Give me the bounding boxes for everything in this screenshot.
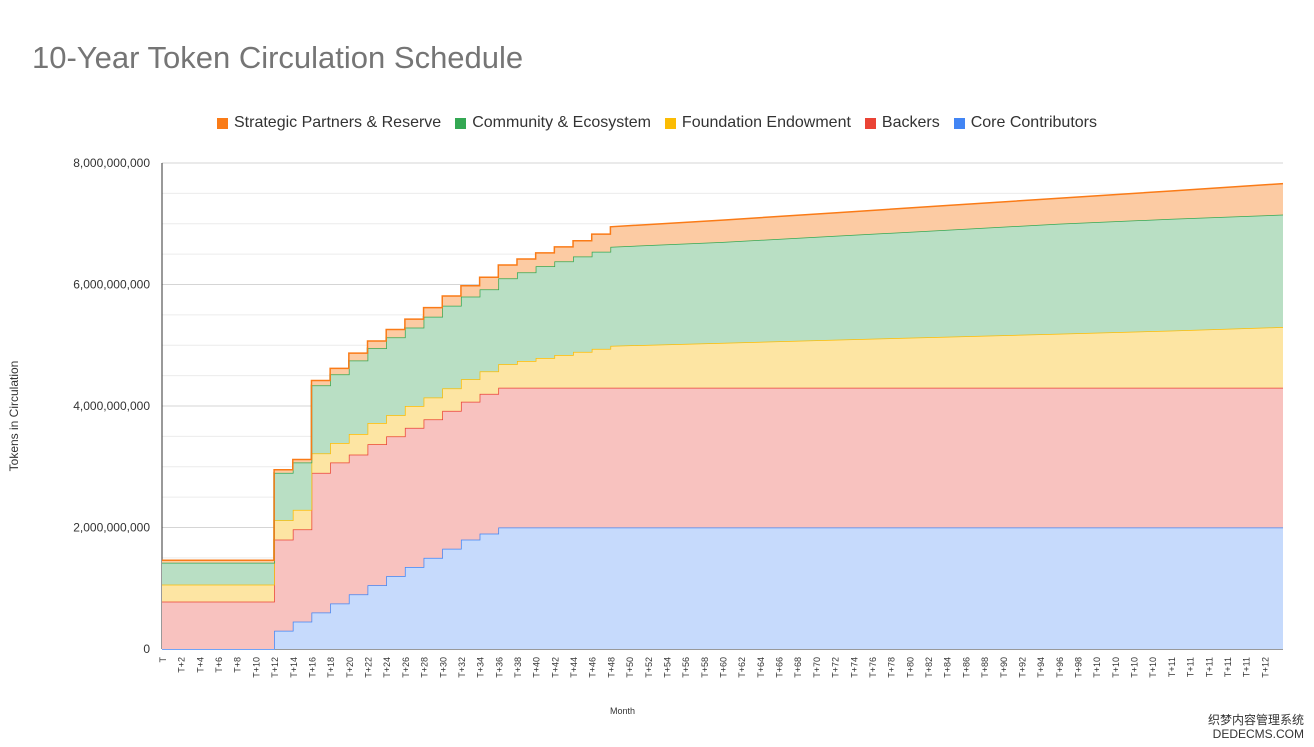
x-tick-label: T+4: [195, 657, 205, 673]
chart-legend: Strategic Partners & Reserve Community &…: [0, 114, 1314, 132]
watermark: 织梦内容管理系统 DEDECMS.COM: [1208, 713, 1304, 741]
x-tick-label: T+30: [438, 657, 448, 678]
x-tick-label: T+52: [644, 657, 654, 678]
legend-label-foundation: Foundation Endowment: [681, 114, 851, 131]
x-tick-label: T+64: [756, 657, 766, 678]
x-tick-label: T+66: [775, 657, 785, 678]
x-tick-label: T+11: [1242, 657, 1252, 677]
x-tick-label: T+50: [625, 657, 635, 678]
x-tick-label: T: [158, 657, 168, 663]
legend-label-community: Community & Ecosystem: [472, 114, 651, 131]
watermark-line1: 织梦内容管理系统: [1207, 713, 1304, 727]
legend-item-community: Community & Ecosystem: [455, 114, 651, 132]
x-tick-label: T+92: [1017, 657, 1027, 678]
x-tick-label: T+74: [849, 657, 859, 678]
x-tick-label: T+11: [1204, 657, 1214, 677]
x-tick-label: T+16: [307, 657, 317, 678]
x-tick-label: T+56: [681, 657, 691, 678]
area-strategic-partners-reserve-line: [162, 182, 1284, 562]
x-tick-label: T+11: [1223, 657, 1233, 677]
x-tick-label: T+54: [662, 657, 672, 678]
x-tick-label: T+10: [251, 657, 261, 678]
x-tick-label: T+28: [420, 657, 430, 678]
y-tick-label: 8,000,000,000: [73, 156, 150, 170]
x-tick-label: T+62: [737, 657, 747, 678]
legend-swatch-community: [455, 117, 467, 129]
legend-swatch-backers: [864, 117, 876, 129]
x-tick-label: T+12: [1260, 657, 1270, 678]
x-tick-label: T+20: [345, 657, 355, 678]
x-tick-label: T+34: [476, 657, 486, 678]
legend-label-strategic: Strategic Partners & Reserve: [234, 114, 442, 131]
legend-swatch-core: [953, 117, 965, 129]
legend-label-core: Core Contributors: [970, 114, 1097, 131]
x-tick-label: T+68: [793, 657, 803, 678]
x-tick-label: T+48: [606, 657, 616, 678]
x-tick-label: T+10: [1148, 657, 1158, 678]
x-tick-label: T+94: [1036, 657, 1046, 678]
legend-item-strategic: Strategic Partners & Reserve: [217, 114, 441, 132]
watermark-line2: DEDECMS.COM: [1212, 727, 1304, 741]
x-tick-label: T+10: [1092, 657, 1102, 678]
x-tick-label: T+88: [980, 657, 990, 678]
x-tick-label: T+60: [719, 657, 729, 678]
legend-item-backers: Backers: [864, 114, 940, 132]
legend-label-backers: Backers: [881, 114, 940, 131]
x-tick-label: T+84: [943, 657, 953, 678]
legend-item-core: Core Contributors: [953, 114, 1097, 132]
y-tick-label: 2,000,000,000: [73, 521, 150, 535]
x-tick-label: T+26: [401, 657, 411, 678]
y-tick-label: 0: [143, 642, 150, 656]
x-tick-label: T+58: [700, 657, 710, 678]
x-tick-label: T+70: [812, 657, 822, 678]
x-tick-label: T+10: [1111, 657, 1121, 678]
x-tick-label: T+46: [588, 657, 598, 678]
x-tick-label: T+42: [550, 657, 560, 678]
area-backers: [162, 387, 1283, 649]
x-tick-label: T+38: [513, 657, 523, 678]
x-tick-label: T+86: [961, 657, 971, 678]
y-tick-label: 6,000,000,000: [73, 278, 150, 292]
legend-item-foundation: Foundation Endowment: [664, 114, 851, 132]
x-tick-label: T+8: [233, 657, 243, 673]
x-tick-label: T+10: [1130, 657, 1140, 678]
x-tick-label: T+96: [1055, 657, 1065, 678]
chart-title: 10-Year Token Circulation Schedule: [32, 40, 524, 75]
x-tick-label: T+82: [924, 657, 934, 678]
x-tick-label: T+32: [457, 657, 467, 678]
x-tick-label: T+22: [364, 657, 374, 678]
x-tick-label: T+11: [1186, 657, 1196, 677]
x-tick-label: T+44: [569, 657, 579, 678]
y-axis-title: Tokens in Circulation: [7, 361, 21, 472]
x-tick-label: T+98: [1073, 657, 1083, 678]
x-tick-label: T+40: [532, 657, 542, 678]
x-tick-label: T+14: [289, 657, 299, 678]
x-tick-label: T+12: [270, 657, 280, 678]
x-tick-label: T+78: [887, 657, 897, 678]
x-tick-label: T+2: [177, 657, 187, 673]
y-tick-label: 4,000,000,000: [73, 399, 150, 413]
x-tick-label: T+80: [905, 657, 915, 678]
x-tick-label: T+11: [1167, 657, 1177, 677]
x-tick-label: T+90: [999, 657, 1009, 678]
legend-swatch-strategic: [217, 117, 228, 129]
x-tick-label: T+24: [382, 657, 392, 678]
x-axis-title: Month: [610, 706, 635, 716]
x-tick-label: T+36: [494, 657, 504, 678]
x-tick-label: T+6: [214, 657, 224, 673]
legend-swatch-foundation: [664, 117, 676, 129]
x-tick-label: T+72: [831, 657, 841, 678]
x-tick-label: T+18: [326, 657, 336, 678]
x-tick-label: T+76: [868, 657, 878, 678]
